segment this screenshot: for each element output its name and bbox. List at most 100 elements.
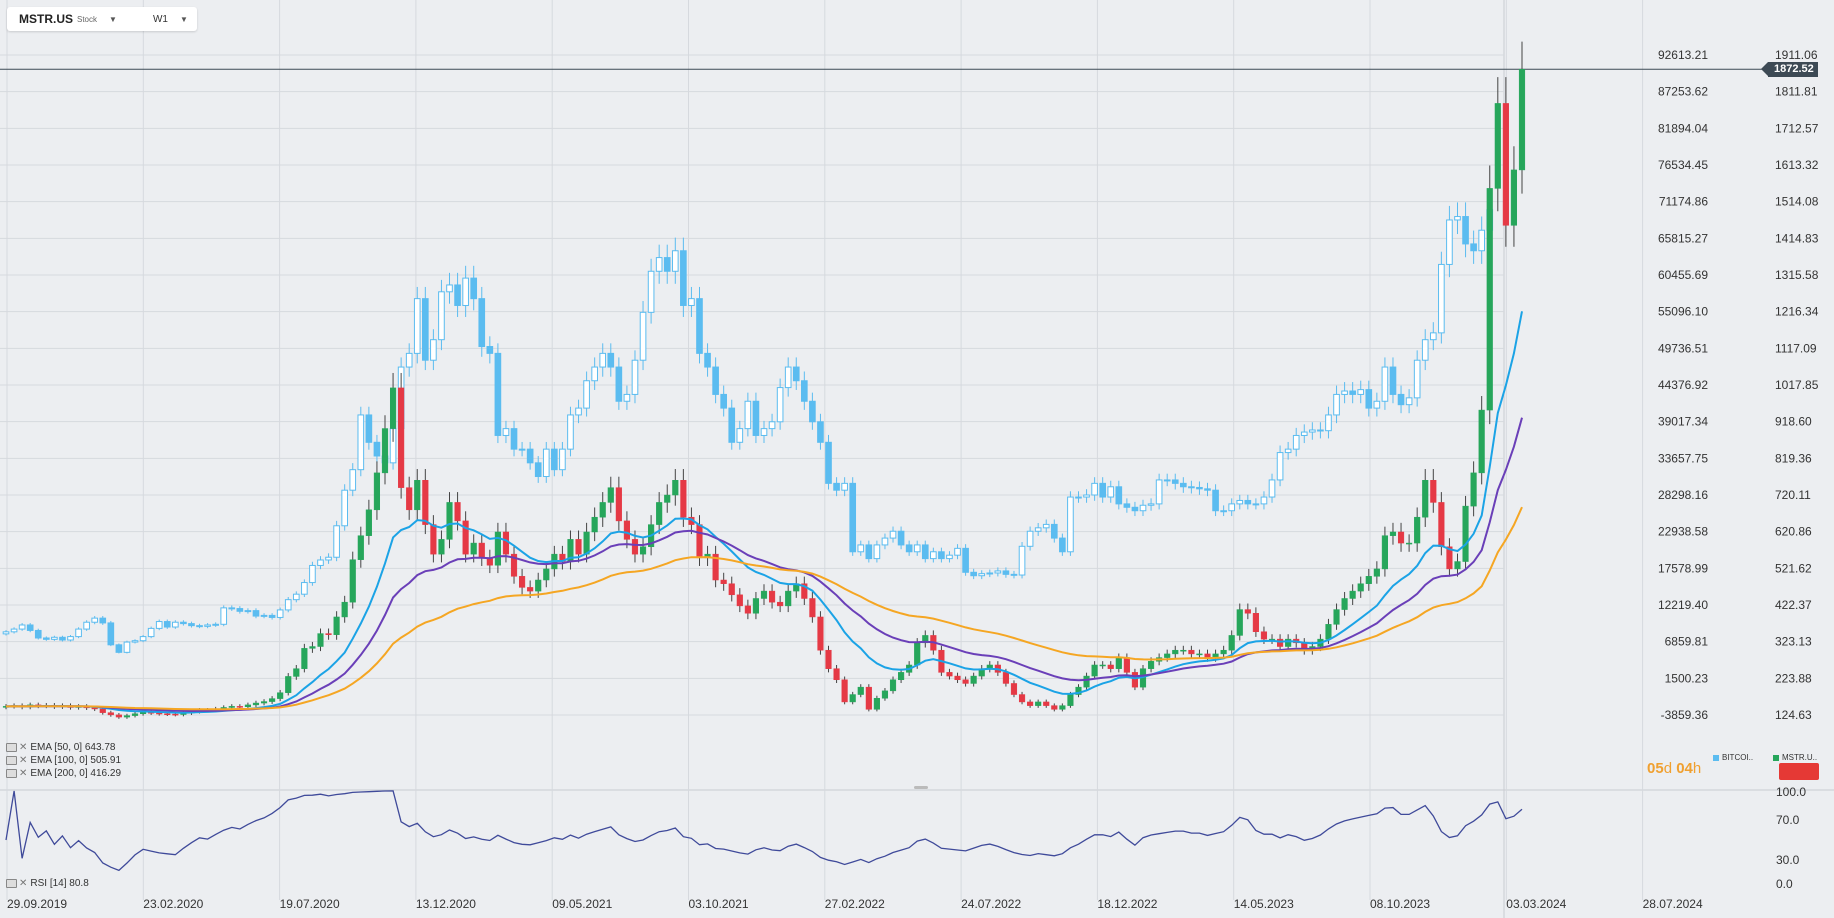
btc-candle <box>639 311 647 361</box>
btc-candle <box>873 544 881 560</box>
btc-candle <box>502 428 510 436</box>
btc-candle <box>994 570 1002 574</box>
btc-candle <box>825 441 832 484</box>
symbol-name[interactable]: MSTR.US <box>19 12 73 26</box>
btc-candle <box>123 641 131 653</box>
mstr-candle <box>599 502 606 518</box>
indicator-settings-icon[interactable] <box>6 769 17 778</box>
series-legend-mstr[interactable]: MSTR.U.. <box>1773 753 1817 762</box>
indicator-settings-icon[interactable] <box>6 743 17 752</box>
btc-candle <box>325 556 332 561</box>
btc-candle <box>301 582 308 595</box>
btc-candle <box>470 277 478 300</box>
btc-candle <box>59 636 66 641</box>
btc-candle <box>607 352 615 368</box>
btc-candle <box>83 621 90 630</box>
mstr-candle <box>260 701 268 704</box>
btc-candle <box>1292 434 1300 450</box>
btc-candle <box>567 414 574 450</box>
btc-candle <box>131 640 139 643</box>
btc-candle <box>1155 479 1163 505</box>
btc-candle <box>905 544 913 553</box>
btc-candle <box>446 284 453 293</box>
rsi-line <box>5 790 1523 872</box>
btc-candle <box>631 359 639 395</box>
pane-resize-handle[interactable] <box>914 786 928 789</box>
series-legend-bitcoin[interactable]: BITCOI.. <box>1713 753 1753 762</box>
mstr-candle <box>1414 516 1421 544</box>
btc-candle <box>591 366 598 382</box>
btc-candle <box>760 428 768 436</box>
mstr-candle <box>720 579 727 584</box>
mstr-candle <box>623 520 630 540</box>
legend-ema50: ✕ EMA [50, 0] 643.78 <box>6 741 121 754</box>
timeframe-dropdown-icon[interactable]: ▼ <box>179 14 188 24</box>
mstr-candle <box>1446 546 1453 570</box>
btc-candle <box>913 544 921 553</box>
btc-candle <box>921 544 929 560</box>
y-tick-left: 44376.92 <box>1658 378 1708 392</box>
btc-candle <box>857 544 865 553</box>
close-icon[interactable]: ✕ <box>19 755 28 766</box>
mstr-candle <box>438 539 445 555</box>
btc-candle <box>373 441 381 457</box>
mstr-candle <box>454 502 461 522</box>
mstr-candle <box>1164 653 1171 658</box>
mstr-candle <box>970 675 977 684</box>
mstr-candle <box>1018 694 1026 703</box>
mstr-candle <box>1051 705 1058 710</box>
btc-candle <box>220 607 228 625</box>
mstr-candle <box>325 633 332 635</box>
rsi-y-tick: 30.0 <box>1776 853 1800 867</box>
btc-candle <box>1075 496 1082 499</box>
mstr-candle <box>422 480 429 525</box>
mstr-candle <box>365 509 372 536</box>
btc-candle <box>671 250 679 272</box>
close-icon[interactable]: ✕ <box>19 768 28 779</box>
mstr-price-badge <box>1779 763 1819 780</box>
mstr-candle <box>1083 675 1090 688</box>
mstr-candle <box>494 531 501 566</box>
bitcoin-label: BITCOI.. <box>1722 753 1754 762</box>
ema200-line <box>5 506 1523 711</box>
btc-candle <box>1284 448 1292 454</box>
y-tick-left: 33657.75 <box>1658 451 1708 465</box>
mstr-candle <box>607 487 614 503</box>
btc-candle <box>809 400 816 423</box>
y-tick-left: 12219.40 <box>1658 598 1708 612</box>
mstr-label: MSTR.U.. <box>1782 753 1818 762</box>
btc-candle <box>317 559 324 566</box>
mstr-candle <box>373 472 381 511</box>
btc-candle <box>1357 389 1365 395</box>
y-tick-left: 76534.45 <box>1658 158 1708 172</box>
mstr-candle <box>277 692 284 699</box>
btc-candle <box>680 250 687 306</box>
mstr-candle <box>1486 188 1493 411</box>
mstr-candle <box>962 679 969 684</box>
close-icon[interactable]: ✕ <box>19 878 28 889</box>
mstr-candle <box>389 387 397 429</box>
mstr-candle <box>1123 657 1130 673</box>
btc-candle <box>526 448 534 464</box>
close-icon[interactable]: ✕ <box>19 742 28 753</box>
ema50-label: EMA [50, 0] 643.78 <box>30 742 116 753</box>
btc-candle <box>1042 523 1050 529</box>
mstr-candle <box>527 587 534 592</box>
symbol-dropdown-icon[interactable]: ▼ <box>109 14 117 24</box>
btc-candle <box>696 298 703 354</box>
indicator-settings-icon[interactable] <box>6 756 17 765</box>
indicator-settings-icon[interactable] <box>6 879 17 888</box>
mstr-candle <box>1196 653 1203 656</box>
mstr-candle <box>1188 649 1195 655</box>
btc-candle <box>252 610 260 617</box>
mstr-candle <box>946 672 953 677</box>
mstr-candle <box>1430 480 1437 503</box>
mstr-candle <box>1478 409 1485 474</box>
mstr-candle <box>156 712 163 715</box>
btc-candle <box>1010 573 1018 576</box>
timeframe-selector[interactable]: W1 <box>152 13 168 25</box>
mstr-candle <box>293 668 300 677</box>
rsi-y-tick: 70.0 <box>1776 813 1800 827</box>
btc-candle <box>26 624 34 631</box>
